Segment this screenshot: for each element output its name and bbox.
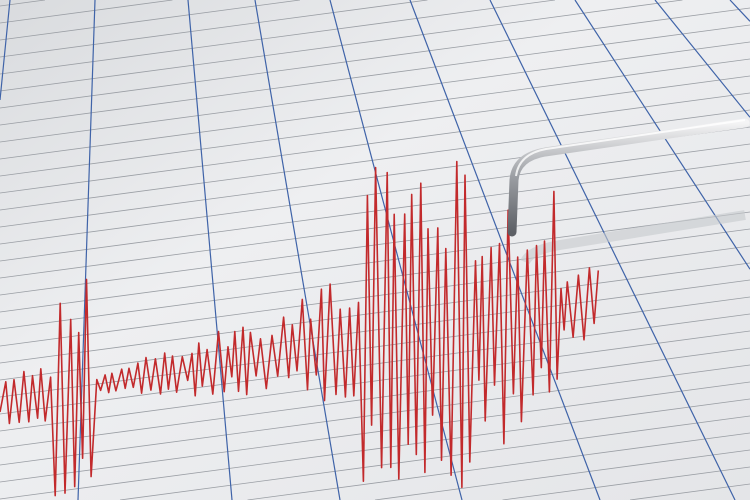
grid-line-horizontal bbox=[0, 245, 750, 347]
grid-line-horizontal bbox=[0, 109, 750, 211]
grid-line-horizontal bbox=[0, 0, 683, 92]
grid-line-vertical bbox=[654, 0, 750, 118]
grid-line-horizontal bbox=[119, 415, 750, 500]
grid-line-horizontal bbox=[374, 449, 750, 500]
grid-line-horizontal bbox=[0, 0, 428, 58]
grid-line-vertical bbox=[489, 0, 736, 500]
grid-line-horizontal bbox=[0, 279, 750, 381]
grid-line-horizontal bbox=[0, 58, 750, 160]
grid-line-horizontal bbox=[629, 483, 750, 500]
grid-line-horizontal bbox=[0, 398, 750, 500]
grid-line-vertical bbox=[254, 0, 341, 500]
grid-line-horizontal bbox=[0, 211, 750, 313]
grid-line-horizontal bbox=[0, 75, 750, 177]
grid-line-horizontal bbox=[0, 330, 750, 432]
grid-line-horizontal bbox=[0, 347, 750, 449]
seismic-trace bbox=[0, 160, 600, 497]
grid-line-horizontal bbox=[0, 364, 750, 466]
grid-line-horizontal bbox=[0, 228, 750, 330]
grid-line-horizontal bbox=[0, 7, 750, 109]
grid-line-horizontal bbox=[0, 262, 750, 364]
grid-line-horizontal bbox=[0, 381, 750, 483]
grid-line-horizontal bbox=[0, 0, 46, 7]
stylus-highlight bbox=[515, 119, 746, 177]
grid-line-horizontal bbox=[0, 296, 750, 398]
grid-line-vertical bbox=[729, 0, 750, 22]
grid-line-horizontal bbox=[0, 0, 173, 24]
grid-line-horizontal bbox=[502, 466, 750, 500]
grid-line-horizontal bbox=[0, 41, 750, 143]
grid-line-horizontal bbox=[0, 313, 750, 415]
grid-line-horizontal bbox=[247, 432, 750, 500]
grid-line-horizontal bbox=[0, 24, 750, 126]
grid-line-horizontal bbox=[0, 92, 750, 194]
grid-line-horizontal bbox=[0, 0, 301, 41]
grid-line-vertical bbox=[329, 0, 463, 500]
grid-line-vertical bbox=[187, 0, 233, 500]
grid-line-vertical bbox=[0, 0, 11, 101]
grid-line-vertical bbox=[409, 0, 601, 500]
